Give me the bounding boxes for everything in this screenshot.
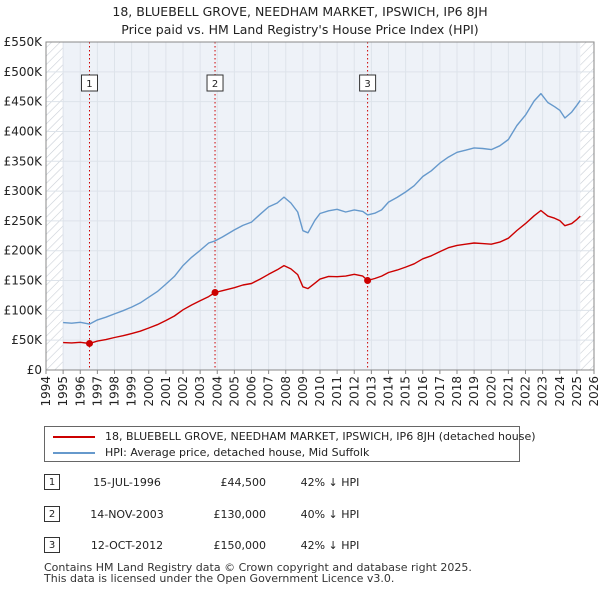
sale-row: 3 12-OCT-2012 £150,000 42% ↓ HPI — [0, 537, 600, 555]
legend-swatch-hpi — [53, 452, 95, 454]
sale-row: 1 15-JUL-1996 £44,500 42% ↓ HPI — [0, 474, 600, 492]
sale-number-badge: 1 — [44, 474, 60, 490]
series-line-hpi — [63, 92, 581, 325]
series-line-price — [63, 209, 581, 345]
sale-date: 14-NOV-2003 — [90, 508, 164, 521]
sale-marker-box — [206, 74, 224, 92]
sale-point — [211, 288, 219, 296]
x-tick-label: 2001 — [159, 376, 173, 407]
x-tick-label: 1999 — [125, 376, 139, 407]
sale-price: £150,000 — [213, 539, 267, 552]
x-tick-label: 2020 — [484, 376, 498, 407]
legend-label-hpi: HPI: Average price, detached house, Mid … — [105, 446, 370, 459]
x-tick-label: 1995 — [56, 376, 70, 407]
x-tick-label: 2003 — [193, 376, 207, 407]
legend: 18, BLUEBELL GROVE, NEEDHAM MARKET, IPSW… — [44, 426, 536, 462]
y-tick-label: £150K — [4, 274, 44, 288]
sale-point — [85, 339, 93, 347]
x-tick-label: 2011 — [330, 376, 344, 407]
x-tick-label: 2017 — [433, 376, 447, 407]
y-tick-label: £350K — [4, 154, 44, 168]
y-tick-label: £300K — [4, 184, 44, 198]
y-tick-label: £50K — [11, 333, 43, 347]
sale-marker-label: 3 — [364, 79, 370, 90]
sale-point — [364, 277, 372, 285]
x-tick-label: 1996 — [73, 376, 87, 407]
x-tick-label: 2006 — [245, 376, 259, 407]
x-tick-label: 1994 — [39, 376, 53, 407]
sale-row: 2 14-NOV-2003 £130,000 40% ↓ HPI — [0, 506, 600, 524]
x-tick-label: 2007 — [262, 376, 276, 407]
x-tick-label: 1998 — [108, 376, 122, 407]
y-tick-label: £400K — [4, 124, 44, 138]
sale-hpi-diff: 42% ↓ HPI — [300, 539, 360, 552]
sale-marker-box — [359, 74, 377, 92]
sale-date: 15-JUL-1996 — [93, 476, 161, 489]
x-tick-label: 2013 — [364, 376, 378, 407]
y-tick-label: £0 — [27, 363, 42, 377]
y-tick-label: £500K — [4, 65, 44, 79]
sale-hpi-diff: 40% ↓ HPI — [300, 508, 360, 521]
sale-hpi-diff: 42% ↓ HPI — [300, 476, 360, 489]
title-line-2: Price paid vs. HM Land Registry's House … — [121, 22, 479, 37]
y-tick-label: £550K — [4, 35, 44, 49]
y-tick-label: £450K — [4, 95, 44, 109]
y-tick-label: £250K — [4, 214, 44, 228]
x-tick-label: 2015 — [399, 376, 413, 407]
chart-title: 18, BLUEBELL GROVE, NEEDHAM MARKET, IPSW… — [0, 3, 600, 39]
x-tick-label: 2022 — [519, 376, 533, 407]
price-chart: 1 2 3 £0 £50K £100K £150K £200K £250K £300K £350K £… — [4, 35, 600, 407]
x-tick-label: 2004 — [210, 376, 224, 407]
y-tick-label: £200K — [4, 244, 44, 258]
footer-line-1: Contains HM Land Registry data © Crown c… — [44, 561, 472, 574]
x-tick-label: 2002 — [176, 376, 190, 407]
x-tick-label: 2008 — [279, 376, 293, 407]
footer-line-2: This data is licensed under the Open Gov… — [44, 572, 395, 585]
no-data-region-left — [46, 42, 64, 370]
sale-marker-label: 1 — [86, 79, 92, 90]
x-tick-label: 2000 — [142, 376, 156, 407]
title-line-1: 18, BLUEBELL GROVE, NEEDHAM MARKET, IPSW… — [112, 4, 488, 19]
legend-swatch-price — [53, 436, 95, 438]
sale-marker-box — [80, 74, 98, 92]
x-tick-label: 2014 — [382, 376, 396, 407]
plot-background — [63, 42, 581, 370]
x-tick-label: 2012 — [347, 376, 361, 407]
sale-price: £130,000 — [213, 508, 267, 521]
x-tick-label: 2021 — [501, 376, 515, 407]
x-tick-label: 2025 — [570, 376, 584, 407]
x-tick-label: 2024 — [553, 376, 567, 407]
sale-date: 12-OCT-2012 — [90, 539, 164, 552]
x-tick-label: 1997 — [90, 376, 104, 407]
x-tick-label: 2026 — [587, 376, 600, 407]
x-tick-label: 2018 — [450, 376, 464, 407]
legend-label-price: 18, BLUEBELL GROVE, NEEDHAM MARKET, IPSW… — [105, 430, 536, 443]
x-tick-label: 2016 — [416, 376, 430, 407]
sale-number-badge: 2 — [44, 506, 60, 522]
x-tick-label: 2010 — [313, 376, 327, 407]
x-tick-label: 2023 — [536, 376, 550, 407]
footer: Contains HM Land Registry data © Crown c… — [44, 562, 472, 584]
x-tick-label: 2019 — [467, 376, 481, 407]
x-tick-label: 2005 — [227, 376, 241, 407]
no-data-region-right — [580, 42, 594, 370]
sale-price: £44,500 — [220, 476, 267, 489]
sale-number-badge: 3 — [44, 537, 60, 553]
y-tick-label: £100K — [4, 303, 44, 317]
sale-marker-label: 2 — [212, 79, 218, 90]
x-tick-label: 2009 — [296, 376, 310, 407]
